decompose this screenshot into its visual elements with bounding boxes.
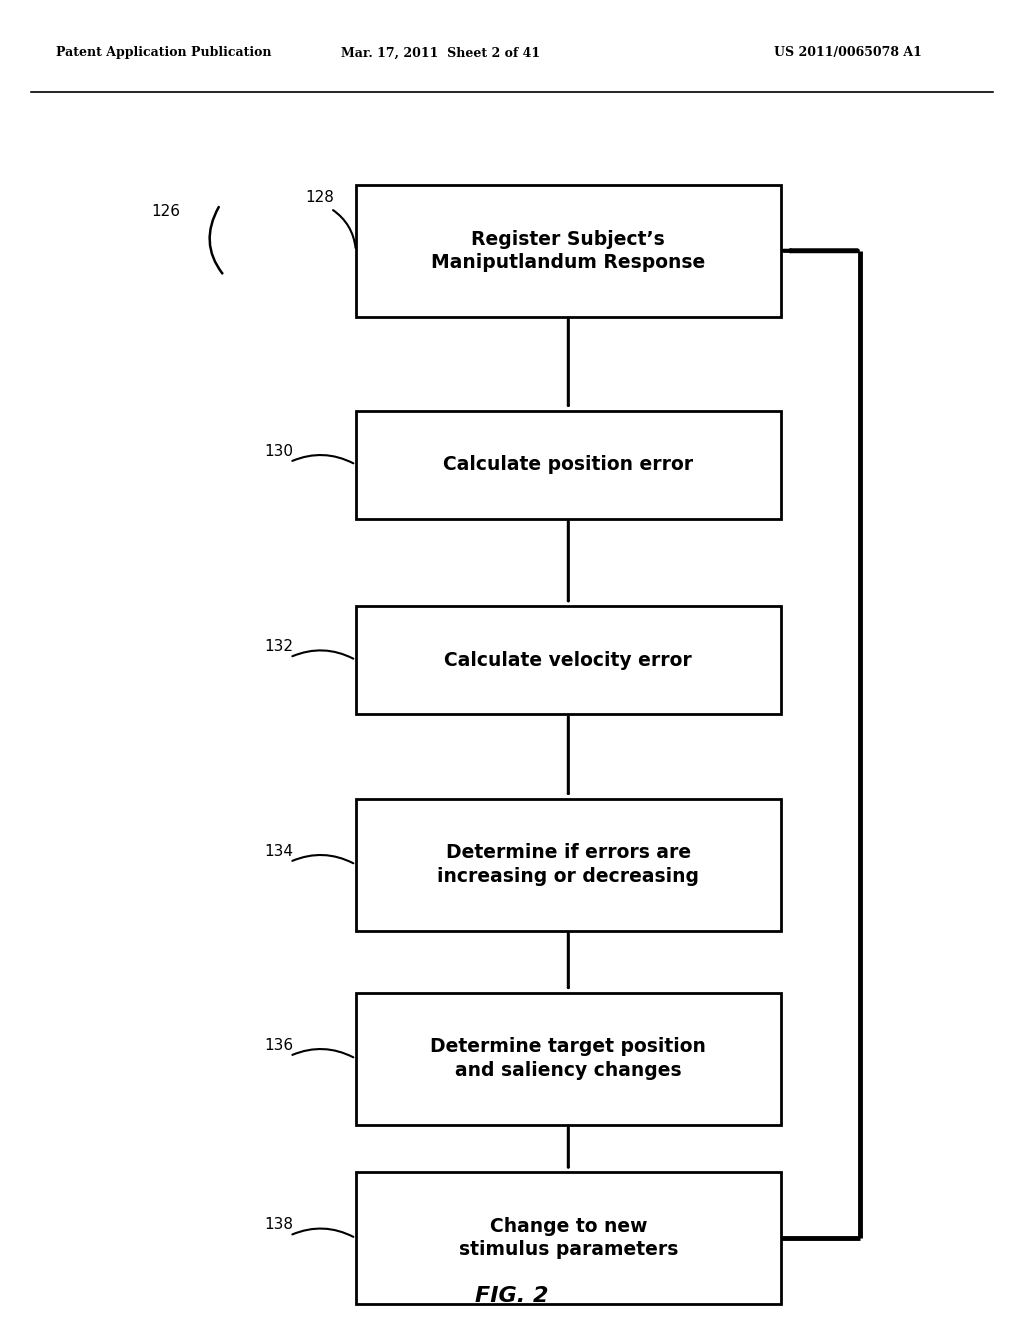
Text: Determine target position
and saliency changes: Determine target position and saliency c… <box>430 1038 707 1080</box>
Bar <box>356 606 780 714</box>
Text: Determine if errors are
increasing or decreasing: Determine if errors are increasing or de… <box>437 843 699 886</box>
Text: FIG. 2: FIG. 2 <box>475 1286 549 1307</box>
Text: Calculate velocity error: Calculate velocity error <box>444 651 692 669</box>
Text: 132: 132 <box>264 639 293 655</box>
Text: Calculate position error: Calculate position error <box>443 455 693 474</box>
Text: US 2011/0065078 A1: US 2011/0065078 A1 <box>774 46 922 59</box>
Text: 134: 134 <box>264 843 293 859</box>
FancyArrowPatch shape <box>292 651 353 659</box>
Text: Change to new
stimulus parameters: Change to new stimulus parameters <box>459 1217 678 1259</box>
Text: 138: 138 <box>264 1217 293 1233</box>
Text: Register Subject’s
Maniputlandum Response: Register Subject’s Maniputlandum Respons… <box>431 230 706 272</box>
FancyArrowPatch shape <box>292 1229 353 1237</box>
FancyArrowPatch shape <box>292 855 353 863</box>
FancyArrowPatch shape <box>292 455 353 463</box>
Text: 126: 126 <box>152 203 180 219</box>
Text: 130: 130 <box>264 444 293 459</box>
FancyArrowPatch shape <box>210 207 222 273</box>
Bar <box>356 185 780 317</box>
Bar <box>356 1172 780 1304</box>
Text: Patent Application Publication: Patent Application Publication <box>56 46 271 59</box>
FancyArrowPatch shape <box>333 210 355 248</box>
Text: Mar. 17, 2011  Sheet 2 of 41: Mar. 17, 2011 Sheet 2 of 41 <box>341 46 540 59</box>
Bar <box>356 993 780 1125</box>
Text: 128: 128 <box>305 190 334 206</box>
Bar <box>356 799 780 931</box>
Text: 136: 136 <box>264 1038 293 1053</box>
FancyArrowPatch shape <box>292 1049 353 1057</box>
Bar <box>356 411 780 519</box>
